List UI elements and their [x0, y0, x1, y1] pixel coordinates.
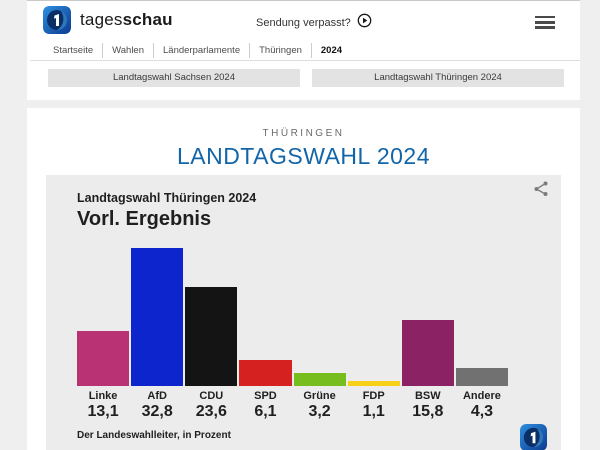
bar-value: 15,8 — [412, 403, 444, 420]
breadcrumb-laenderparlamente[interactable]: Länderparlamente — [154, 43, 251, 58]
breadcrumb-wahlen[interactable]: Wahlen — [103, 43, 154, 58]
bar-column-bsw: BSW 15,8 — [401, 246, 454, 421]
bar-column-fdp: FDP 1,1 — [347, 246, 400, 421]
site-header: tagesschau Sendung verpasst? Startseite … — [27, 0, 580, 61]
bar — [239, 360, 292, 386]
bar-value: 1,1 — [362, 403, 385, 420]
bar-label: SPD — [254, 390, 277, 402]
breadcrumb: Startseite Wahlen Länderparlamente Thüri… — [27, 43, 351, 58]
bar-label: Grüne — [303, 390, 336, 402]
election-tabs: Landtagswahl Sachsen 2024 Landtagswahl T… — [27, 61, 580, 100]
bar — [293, 373, 346, 386]
bar — [77, 331, 130, 386]
broadcast-missed-label: Sendung verpasst? — [256, 17, 351, 29]
menu-icon[interactable] — [535, 13, 555, 32]
tagesschau-logo[interactable]: tagesschau — [43, 6, 173, 34]
bar-value: 4,3 — [470, 403, 494, 420]
chart-title: Landtagswahl Thüringen 2024 — [77, 191, 257, 205]
share-icon[interactable] — [532, 179, 550, 197]
bar-column-afd: AfD 32,8 — [131, 246, 184, 421]
bar-column-cdu: CDU 23,6 — [185, 246, 238, 421]
broadcast-missed-link[interactable]: Sendung verpasst? — [256, 13, 372, 33]
page-title: LANDTAGSWAHL 2024 — [176, 143, 431, 169]
bar-column-andere: Andere 4,3 — [455, 246, 508, 421]
bar-column-spd: SPD 6,1 — [239, 246, 292, 421]
bar — [401, 320, 454, 386]
bar-column-linke: Linke 13,1 — [77, 246, 130, 421]
result-chart-card: Landtagswahl Thüringen 2024 Vorl. Ergebn… — [46, 175, 561, 450]
breadcrumb-thueringen[interactable]: Thüringen — [250, 43, 312, 58]
bar-value: 3,2 — [308, 403, 331, 420]
bar-value: 6,1 — [254, 403, 277, 420]
tagesschau-globe-icon — [43, 6, 71, 34]
bar-chart: Linke 13,1 AfD 32,8 CDU 23,6 SPD 6,1 Grüne 3,2 FDP… — [77, 246, 508, 421]
bar-label: AfD — [147, 390, 167, 402]
bar — [185, 287, 238, 386]
bar-label: Linke — [88, 390, 118, 402]
breadcrumb-2024[interactable]: 2024 — [320, 45, 343, 56]
bar — [455, 368, 508, 386]
bar-label: Andere — [462, 390, 501, 402]
bar-value: 13,1 — [87, 403, 119, 420]
region-kicker: THÜRINGEN — [262, 128, 345, 139]
bar — [131, 248, 184, 386]
bar-value: 23,6 — [195, 403, 227, 420]
breadcrumb-startseite[interactable]: Startseite — [27, 43, 104, 58]
play-icon — [357, 13, 372, 33]
bar-value: 32,8 — [141, 403, 173, 420]
bar-column-grüne: Grüne 3,2 — [293, 246, 346, 421]
header-divider — [30, 60, 580, 61]
logo-wordmark: tagesschau — [80, 10, 173, 29]
bar-label: BSW — [414, 390, 441, 402]
bar-label: CDU — [199, 390, 224, 402]
chart-source: Der Landeswahlleiter, in Prozent — [77, 430, 231, 441]
chart-subtitle: Vorl. Ergebnis — [77, 208, 212, 230]
tab-landtagswahl-sachsen[interactable]: Landtagswahl Sachsen 2024 — [48, 69, 300, 87]
content-column: tagesschau Sendung verpasst? Startseite … — [27, 0, 580, 450]
tagesschau-globe-icon — [520, 424, 547, 450]
bar — [347, 381, 400, 386]
tab-landtagswahl-thueringen[interactable]: Landtagswahl Thüringen 2024 — [312, 69, 564, 87]
main-content: THÜRINGEN LANDTAGSWAHL 2024 Landtagswahl… — [27, 108, 580, 450]
bar-label: FDP — [362, 390, 385, 402]
